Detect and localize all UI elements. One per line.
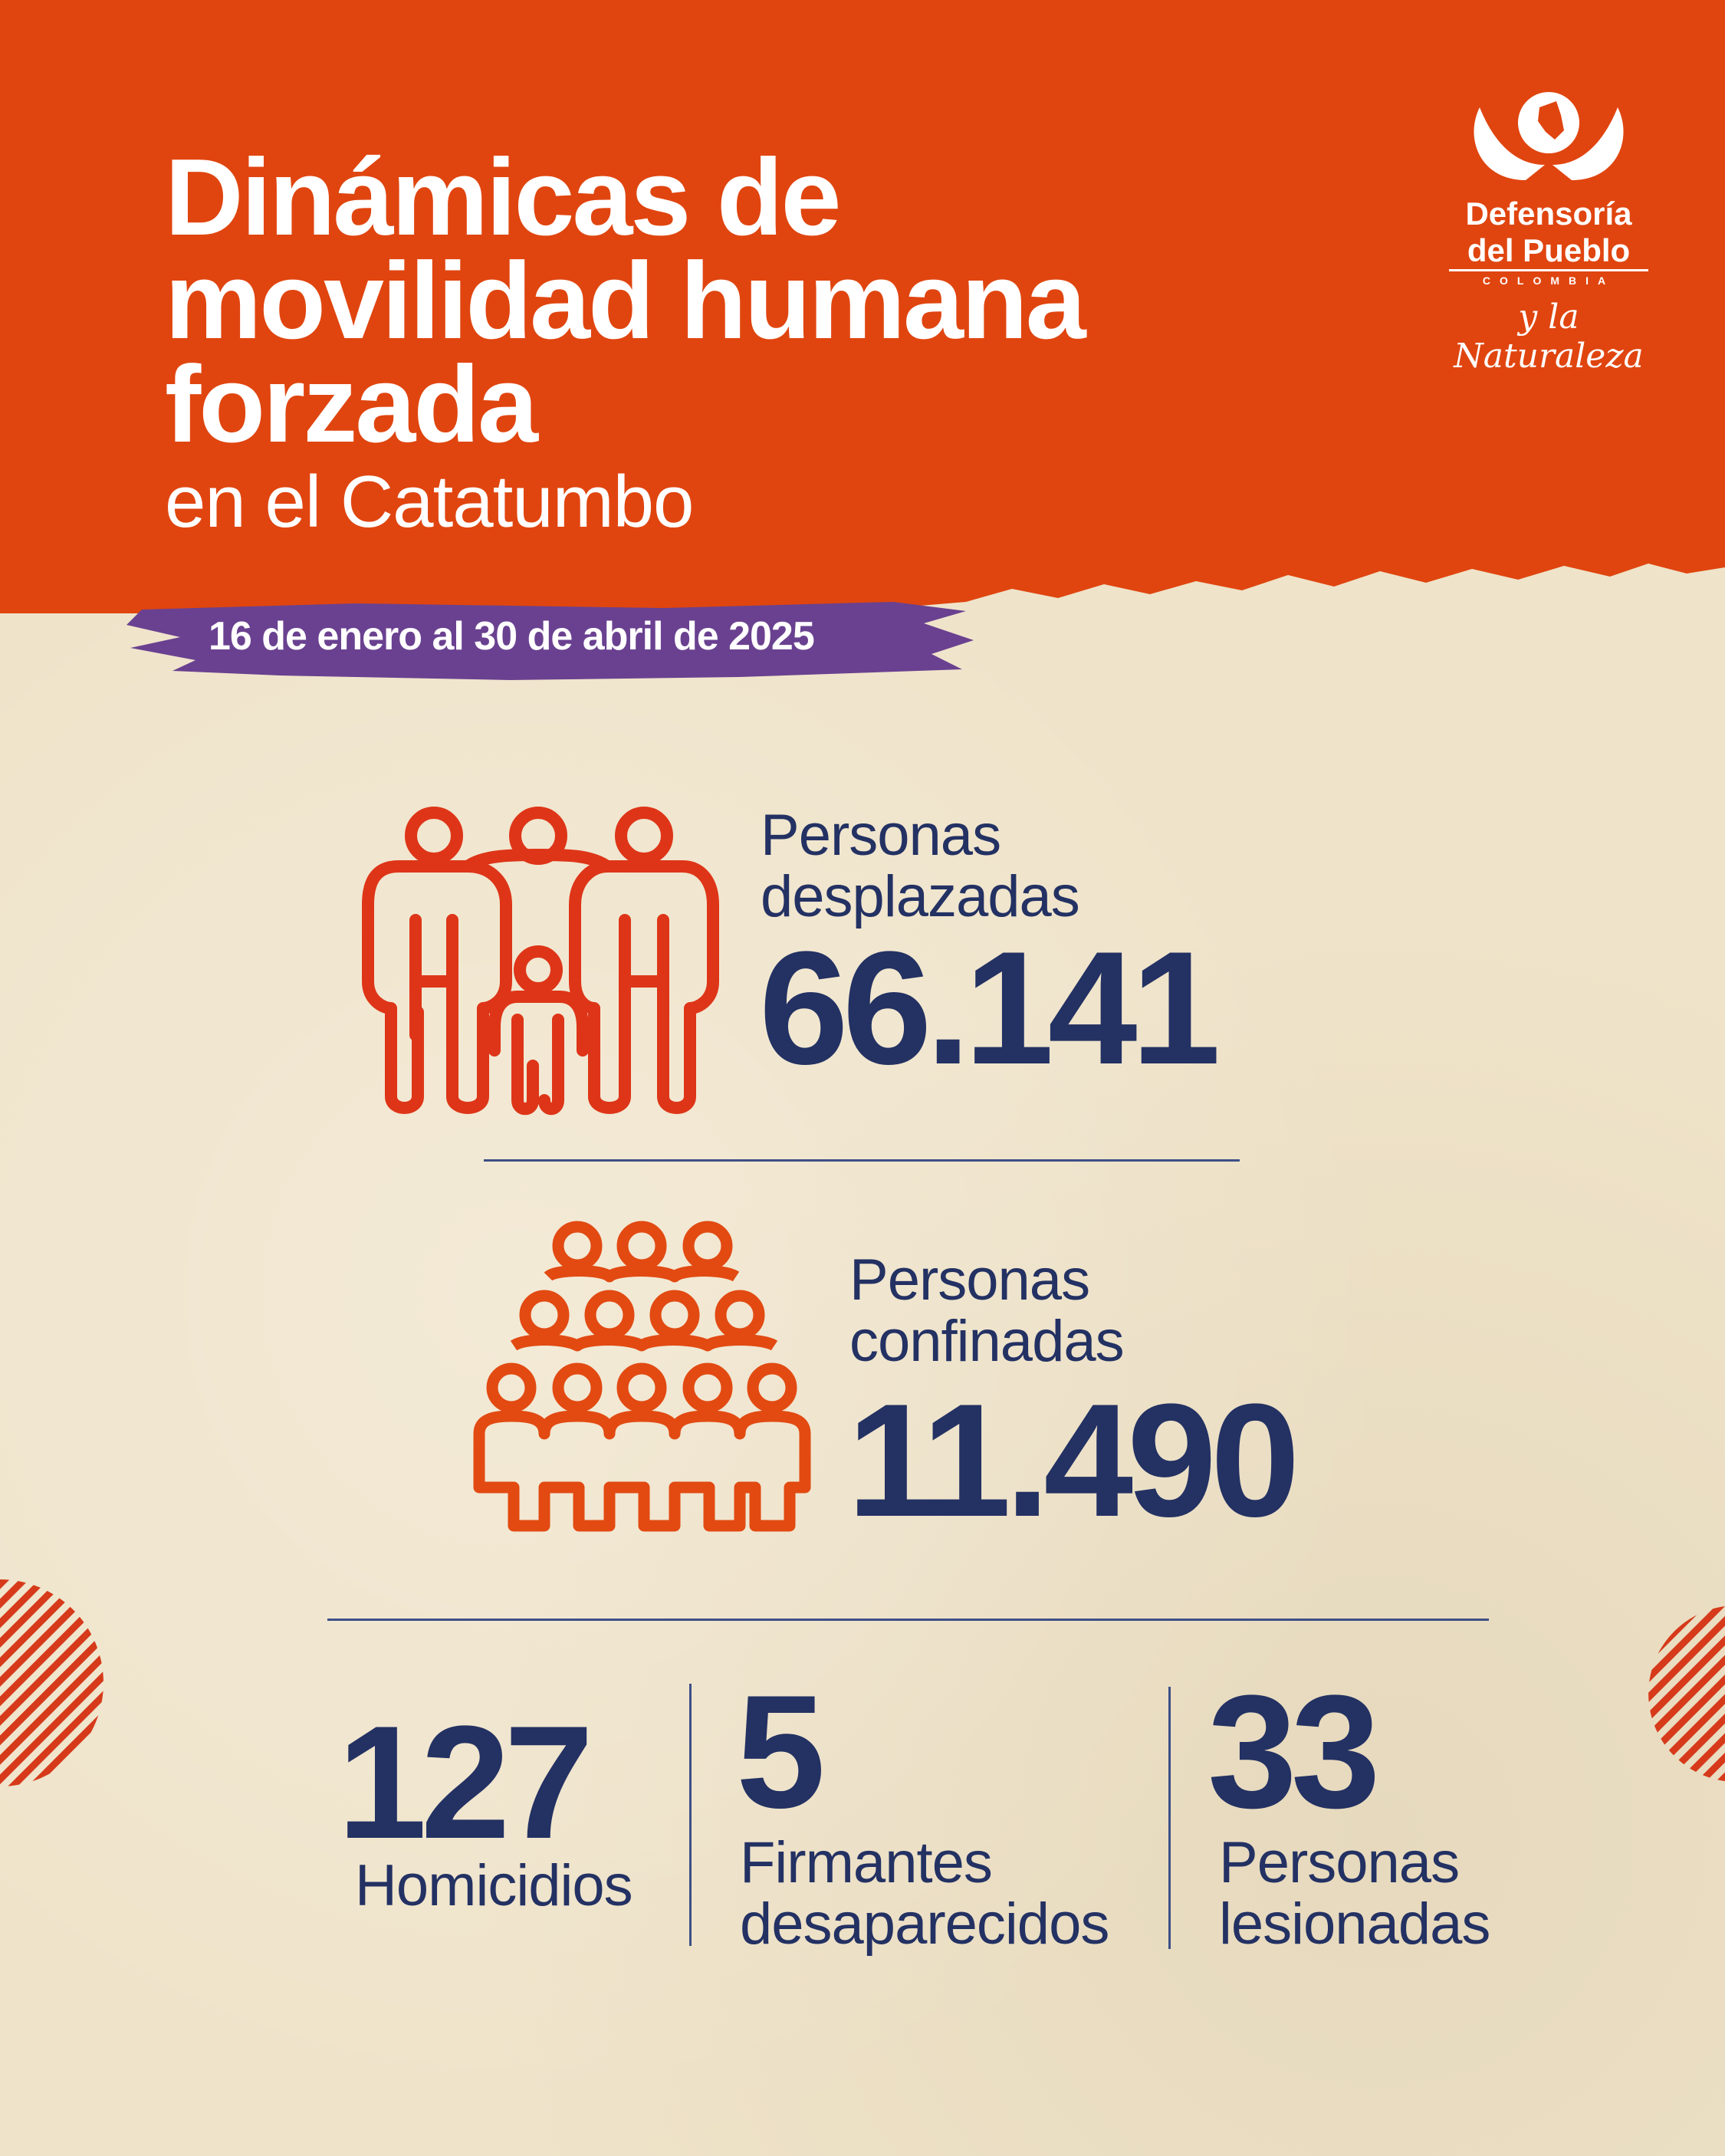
homicides-value: 127 bbox=[337, 1692, 593, 1872]
missing-signatories-value: 5 bbox=[736, 1661, 826, 1842]
displaced-label-line-2: desplazadas bbox=[761, 864, 1080, 929]
divider-vertical-1 bbox=[689, 1684, 692, 1946]
injured-label-line-2: lesionadas bbox=[1219, 1891, 1490, 1957]
confined-label-line-1: Personas bbox=[849, 1247, 1090, 1313]
displaced-label-line-1: Personas bbox=[761, 803, 1001, 868]
date-range: 16 de enero al 30 de abril de 2025 bbox=[209, 614, 815, 659]
title-line-3: forzada bbox=[165, 343, 538, 465]
page-title: Dinámicas de movilidad humana forzada bbox=[165, 136, 1086, 465]
divider-1 bbox=[484, 1159, 1240, 1162]
logo-line-1: Defensoría bbox=[1465, 196, 1632, 232]
title-line-1: Dinámicas de bbox=[165, 136, 842, 258]
family-icon bbox=[362, 807, 719, 1116]
logo-country: COLOMBIA bbox=[1482, 274, 1615, 287]
logo-line-2: del Pueblo bbox=[1449, 232, 1648, 271]
confined-label-line-2: confinadas bbox=[849, 1309, 1125, 1374]
injured-value: 33 bbox=[1208, 1661, 1381, 1842]
missing-label-line-2: desaparecidos bbox=[740, 1891, 1109, 1957]
crowd-icon bbox=[473, 1221, 811, 1532]
divider-vertical-2 bbox=[1168, 1687, 1171, 1949]
missing-signatories-label: Firmantes desaparecidos bbox=[740, 1832, 1109, 1955]
subtitle: en el Catatumbo bbox=[165, 461, 694, 543]
striped-semicircle-left bbox=[0, 1579, 104, 1786]
confined-label: Personas confinadas bbox=[849, 1247, 1125, 1374]
displaced-label: Personas desplazadas bbox=[761, 803, 1080, 929]
injured-label: Personas lesionadas bbox=[1219, 1832, 1490, 1955]
displaced-value: 66.141 bbox=[759, 918, 1221, 1098]
header-banner bbox=[0, 0, 1725, 613]
title-line-2: movilidad humana bbox=[165, 240, 1086, 362]
logo-tagline: y la Naturaleza bbox=[1454, 297, 1644, 376]
homicides-label: Homicidios bbox=[355, 1853, 633, 1918]
divider-2 bbox=[327, 1619, 1489, 1621]
striped-semicircle-right bbox=[1648, 1606, 1725, 1781]
injured-label-line-1: Personas bbox=[1219, 1830, 1460, 1895]
confined-value: 11.490 bbox=[847, 1370, 1300, 1550]
missing-label-line-1: Firmantes bbox=[740, 1830, 993, 1895]
doves-globe-icon bbox=[1474, 92, 1624, 180]
defensoria-logo: Defensoría del Pueblo COLOMBIA y la Natu… bbox=[1449, 84, 1648, 376]
date-ribbon bbox=[127, 602, 974, 680]
